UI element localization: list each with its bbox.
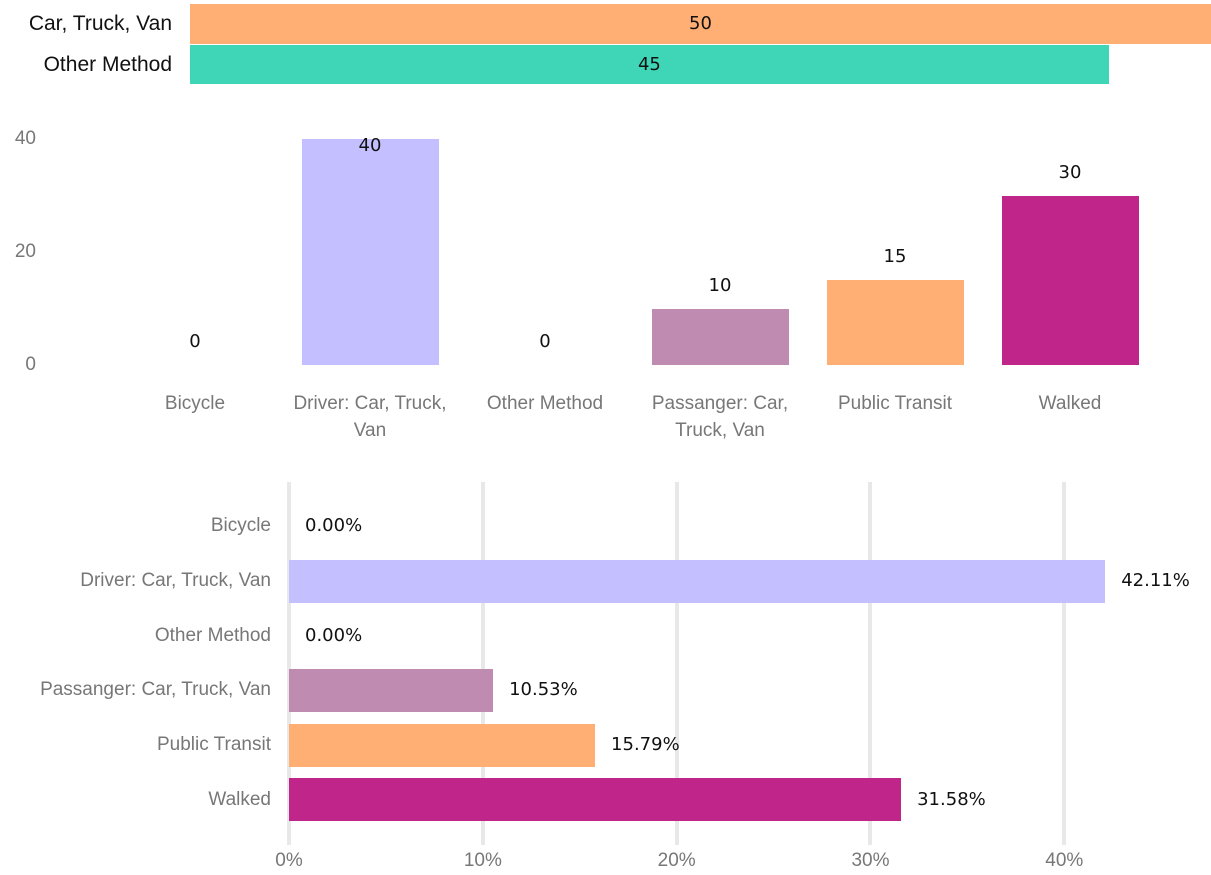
- x-tick-label: Public Transit: [837, 393, 953, 414]
- row-label: Other Method: [154, 624, 271, 646]
- bar: [190, 4, 1211, 44]
- x-tick-label: Bicycle: [164, 393, 226, 414]
- bar: [190, 44, 1109, 84]
- row-label: Public Transit: [156, 734, 271, 755]
- value-label: 0: [189, 331, 201, 352]
- value-label: 10.53%: [509, 679, 578, 701]
- grid-line: [868, 482, 873, 845]
- value-label: 15: [883, 246, 907, 268]
- y-tick-label: 40: [14, 128, 36, 149]
- value-label: 42.11%: [1121, 570, 1190, 591]
- value-label: 31.58%: [917, 788, 986, 810]
- bar: [301, 139, 439, 365]
- row-label: Driver: Car, Truck, Van: [80, 570, 271, 591]
- bar: [289, 778, 902, 822]
- x-tick-label: Passanger: Car, Truck, Van: [651, 393, 789, 441]
- y-tick-label: 0: [25, 354, 36, 375]
- bar: [289, 559, 1106, 603]
- x-tick-label: 20%: [657, 850, 696, 871]
- row-label: Car, Truck, Van: [28, 12, 172, 35]
- bar: [289, 723, 596, 767]
- row-label: Walked: [208, 788, 271, 810]
- value-label: 0: [539, 331, 551, 352]
- value-label: 40: [358, 135, 382, 156]
- x-tick-label: Driver: Car, Truck, Van: [293, 393, 447, 441]
- value-label: 45: [637, 53, 661, 75]
- bar: [826, 280, 964, 365]
- bar: [651, 308, 789, 365]
- value-label: 0.00%: [305, 624, 363, 646]
- row-label: Passanger: Car, Truck, Van: [40, 679, 271, 701]
- value-label: 15.79%: [611, 734, 680, 755]
- value-label: 50: [689, 13, 712, 34]
- grid-line: [480, 482, 485, 845]
- row-label: Bicycle: [210, 515, 271, 537]
- x-tick-label: 0%: [275, 850, 303, 871]
- grid-line: [1062, 482, 1067, 845]
- grid-line: [287, 482, 291, 845]
- value-label: 30: [1058, 161, 1082, 183]
- value-label: 10: [708, 274, 732, 296]
- y-tick-label: 20: [14, 241, 36, 262]
- row-label: Other Method: [43, 52, 172, 76]
- x-tick-label: 40%: [1045, 850, 1084, 871]
- bar: [289, 668, 494, 712]
- x-tick-label: Other Method: [486, 393, 604, 414]
- x-tick-label: 30%: [851, 850, 890, 871]
- value-label: 0.00%: [305, 515, 363, 537]
- grid-line: [674, 482, 679, 845]
- bar: [1001, 195, 1139, 365]
- x-tick-label: Walked: [1038, 393, 1102, 414]
- x-tick-label: 10%: [463, 850, 502, 871]
